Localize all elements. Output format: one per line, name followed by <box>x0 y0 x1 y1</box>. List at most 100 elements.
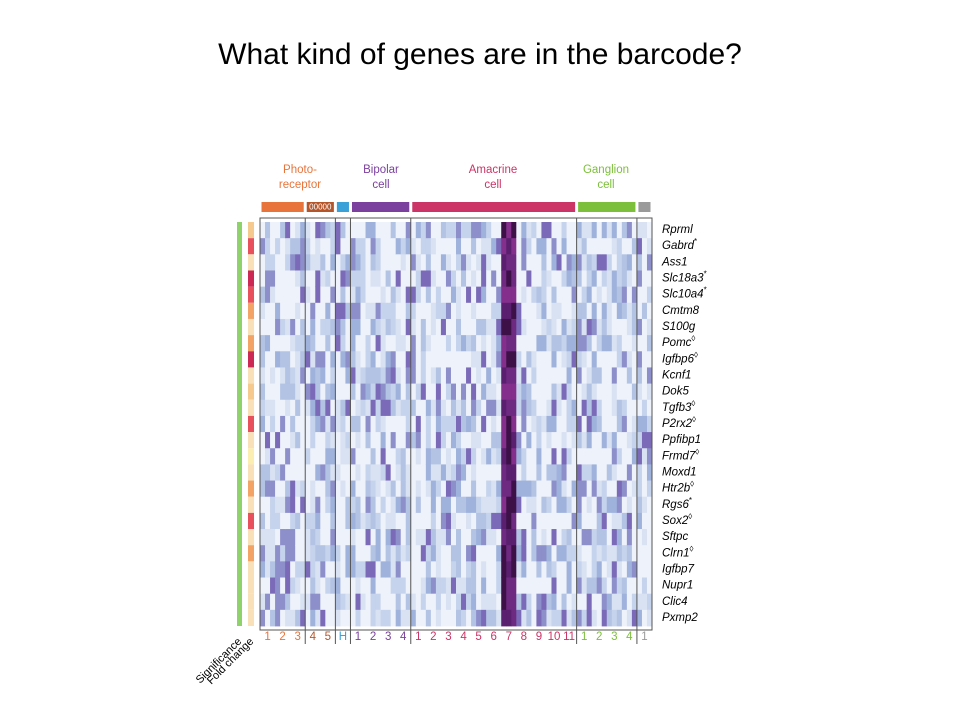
heatmap-cell <box>285 480 291 498</box>
heatmap-cell <box>450 302 457 320</box>
heatmap-cell <box>270 270 276 288</box>
heatmap-cell <box>340 415 346 433</box>
heatmap-cell <box>541 448 547 465</box>
heatmap-cell <box>390 415 397 433</box>
heatmap-cell <box>526 529 532 546</box>
heatmap-cell <box>606 318 613 336</box>
heatmap-cell <box>270 496 276 514</box>
heatmap-cell <box>265 545 271 562</box>
heatmap-cell <box>571 383 578 401</box>
heatmap-cell <box>385 270 392 288</box>
heatmap-cell <box>295 496 301 514</box>
heatmap-cell <box>385 448 392 465</box>
heatmap-cell <box>395 448 402 465</box>
heatmap-cell <box>536 529 542 546</box>
heatmap-cell <box>365 383 371 401</box>
heatmap-cell <box>561 448 567 465</box>
heatmap-cell <box>380 496 387 514</box>
heatmap-cell <box>521 286 527 304</box>
heatmap-cell <box>581 512 588 530</box>
heatmap-cell <box>275 367 281 384</box>
heatmap-cell <box>601 270 608 288</box>
gene-name: Moxd1 <box>662 467 697 479</box>
heatmap-cell <box>621 399 628 417</box>
heatmap-cell <box>516 351 522 368</box>
heatmap-cell <box>486 512 492 530</box>
heatmap-cell <box>546 335 552 352</box>
heatmap-cell <box>430 464 437 481</box>
heatmap-cell <box>340 561 346 578</box>
heatmap-cell <box>320 609 326 627</box>
heatmap-cell <box>360 577 366 595</box>
heatmap-cell <box>491 286 497 304</box>
heatmap-cell <box>476 609 482 627</box>
heatmap-cell <box>315 577 321 595</box>
heatmap-cell <box>561 238 567 255</box>
heatmap-cell <box>415 609 422 627</box>
heatmap-cell <box>290 593 296 611</box>
heatmap-cell <box>641 593 648 611</box>
heatmap-cell <box>461 238 467 255</box>
heatmap-cell <box>350 399 356 417</box>
heatmap-cell <box>275 496 281 514</box>
heatmap-cell <box>420 496 427 514</box>
heatmap-cell <box>295 593 301 611</box>
heatmap-cell <box>581 399 588 417</box>
heatmap-cell <box>611 593 618 611</box>
heatmap-cell <box>430 254 437 271</box>
heatmap-cell <box>330 383 336 401</box>
heatmap-cell <box>300 286 306 304</box>
heatmap-cell <box>275 529 281 546</box>
heatmap-cell <box>496 270 502 288</box>
heatmap-cell <box>486 318 492 336</box>
gene-name: Sox2 <box>662 515 689 527</box>
heatmap-cell <box>546 286 552 304</box>
heatmap-cell <box>581 432 588 449</box>
heatmap-cell <box>300 512 306 530</box>
heatmap-cell <box>295 383 301 401</box>
heatmap-cell <box>491 577 497 595</box>
heatmap-cell <box>526 286 532 304</box>
heatmap-cell <box>305 512 311 530</box>
heatmap-cell <box>581 254 588 271</box>
heatmap-cell <box>531 512 537 530</box>
heatmap-cell <box>385 609 392 627</box>
heatmap-cell <box>310 577 316 595</box>
heatmap-cell <box>471 496 477 514</box>
heatmap-cell <box>626 464 633 481</box>
heatmap-cell <box>340 545 346 562</box>
heatmap-cell <box>646 254 653 271</box>
fold-change-cell <box>248 286 254 303</box>
heatmap-cell <box>435 286 442 304</box>
heatmap-cell <box>325 335 331 352</box>
heatmap-cell <box>621 335 628 352</box>
heatmap-cell <box>521 448 527 465</box>
heatmap-cell <box>536 286 542 304</box>
heatmap-cell <box>305 432 311 449</box>
heatmap-cell <box>420 432 427 449</box>
heatmap-cell <box>415 496 422 514</box>
heatmap-cell <box>325 577 331 595</box>
heatmap-cell <box>335 609 341 627</box>
heatmap-cell <box>310 561 316 578</box>
heatmap-cell <box>556 448 562 465</box>
heatmap-cell <box>516 367 522 384</box>
gene-name: Igfbp6 <box>662 353 695 365</box>
heatmap-cell <box>471 448 477 465</box>
heatmap-cell <box>410 254 417 271</box>
heatmap-cell <box>476 335 482 352</box>
heatmap-cell <box>365 351 371 368</box>
heatmap-cell <box>621 270 628 288</box>
heatmap-cell <box>370 464 376 481</box>
heatmap-cell <box>315 512 321 530</box>
heatmap-cell <box>265 238 271 255</box>
heatmap-cell <box>420 593 427 611</box>
heatmap-cell <box>440 367 447 384</box>
group-label: Bipolar <box>363 164 399 176</box>
heatmap-cell <box>591 415 598 433</box>
heatmap-cell <box>471 464 477 481</box>
heatmap-cell <box>335 254 341 271</box>
heatmap-cell <box>626 609 633 627</box>
heatmap-cell <box>420 318 427 336</box>
heatmap-cell <box>320 222 326 239</box>
